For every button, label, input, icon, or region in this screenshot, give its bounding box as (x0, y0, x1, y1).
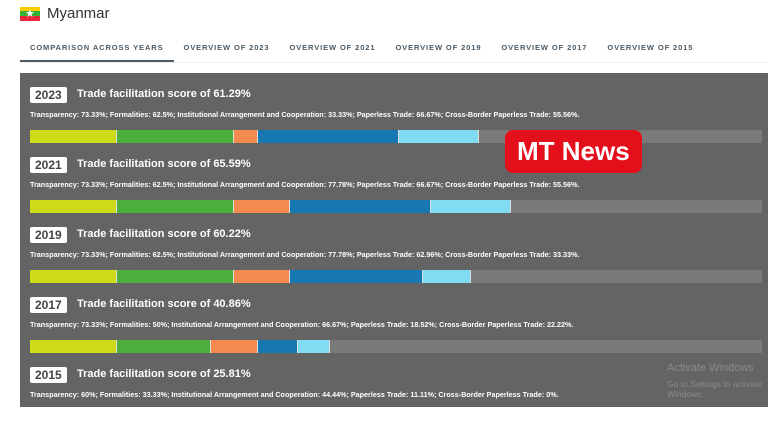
year-badge: 2021 (30, 157, 67, 173)
year-block-2023: 2023 Trade facilitation score of 61.29% … (30, 73, 762, 143)
activate-windows-text: Activate Windows (667, 362, 754, 374)
bar-segment-institutional-arrangement-and-cooperation[interactable] (234, 270, 290, 283)
score-breakdown: Transparency: 73.33%; Formalities: 62.5%… (30, 180, 580, 189)
bar-segment-cross-border-paperless-trade[interactable] (423, 270, 472, 283)
bar-segment-cross-border-paperless-trade[interactable] (297, 340, 330, 353)
comparison-panel: 2023 Trade facilitation score of 61.29% … (20, 73, 768, 407)
score-bar (30, 340, 762, 353)
score-title: Trade facilitation score of 25.81% (77, 368, 251, 380)
myanmar-flag-icon: ★ (20, 6, 40, 21)
bar-segment-paperless-trade[interactable] (289, 270, 424, 283)
bar-segment-transparency[interactable] (30, 340, 117, 353)
tab-overview-2021[interactable]: OVERVIEW OF 2021 (289, 43, 376, 52)
year-block-2021: 2021 Trade facilitation score of 65.59% … (30, 143, 762, 213)
score-title: Trade facilitation score of 65.59% (77, 158, 251, 170)
bar-segment-transparency[interactable] (30, 200, 117, 213)
activate-windows-subtext: Go to Settings to activate Windows. (667, 379, 762, 399)
country-title: Myanmar (47, 5, 110, 22)
bar-segment-formalities[interactable] (116, 130, 235, 143)
score-bar (30, 130, 762, 143)
score-title: Trade facilitation score of 60.22% (77, 228, 251, 240)
page-header: ★ Myanmar (20, 5, 110, 22)
year-badge: 2015 (30, 367, 67, 383)
bar-segment-transparency[interactable] (30, 270, 117, 283)
score-breakdown: Transparency: 73.33%; Formalities: 62.5%… (30, 250, 580, 259)
bar-segment-paperless-trade[interactable] (257, 130, 399, 143)
bar-segment-formalities[interactable] (116, 270, 235, 283)
score-breakdown: Transparency: 73.33%; Formalities: 62.5%… (30, 110, 580, 119)
score-title: Trade facilitation score of 61.29% (77, 88, 251, 100)
year-block-2019: 2019 Trade facilitation score of 60.22% … (30, 213, 762, 283)
mt-news-watermark: MT News (505, 130, 642, 173)
score-breakdown: Transparency: 60%; Formalities: 33.33%; … (30, 390, 559, 399)
bar-segment-institutional-arrangement-and-cooperation[interactable] (234, 130, 258, 143)
year-badge: 2019 (30, 227, 67, 243)
score-bar (30, 270, 762, 283)
tab-overview-2023[interactable]: OVERVIEW OF 2023 (183, 43, 270, 52)
bar-segment-cross-border-paperless-trade[interactable] (430, 200, 511, 213)
bar-segment-paperless-trade[interactable] (289, 200, 431, 213)
tab-overview-2015[interactable]: OVERVIEW OF 2015 (607, 43, 694, 52)
tab-bar: COMPARISON ACROSS YEARS OVERVIEW OF 2023… (20, 37, 768, 63)
bar-segment-institutional-arrangement-and-cooperation[interactable] (234, 200, 290, 213)
year-badge: 2017 (30, 297, 67, 313)
score-breakdown: Transparency: 73.33%; Formalities: 50%; … (30, 320, 574, 329)
bar-segment-paperless-trade[interactable] (258, 340, 298, 353)
tab-overview-2019[interactable]: OVERVIEW OF 2019 (395, 43, 482, 52)
bar-segment-cross-border-paperless-trade[interactable] (399, 130, 480, 143)
bar-segment-institutional-arrangement-and-cooperation[interactable] (210, 340, 259, 353)
score-bar (30, 200, 762, 213)
bar-segment-transparency[interactable] (30, 130, 117, 143)
score-title: Trade facilitation score of 40.86% (77, 298, 251, 310)
year-block-2015: 2015 Trade facilitation score of 25.81% … (30, 353, 762, 423)
bar-segment-formalities[interactable] (116, 200, 235, 213)
year-block-2017: 2017 Trade facilitation score of 40.86% … (30, 283, 762, 353)
bar-segment-formalities[interactable] (116, 340, 211, 353)
tab-overview-2017[interactable]: OVERVIEW OF 2017 (501, 43, 588, 52)
tab-comparison[interactable]: COMPARISON ACROSS YEARS (20, 37, 174, 62)
year-badge: 2023 (30, 87, 67, 103)
